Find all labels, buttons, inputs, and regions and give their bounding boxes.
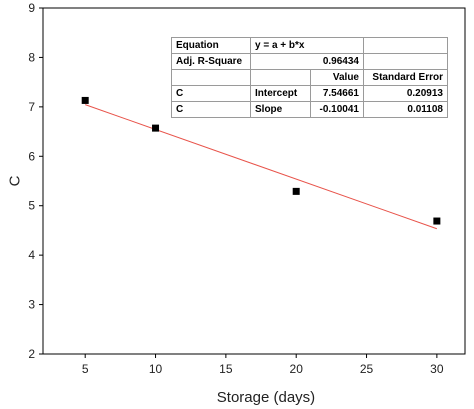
x-tick-label: 20 [290, 362, 304, 376]
fit-table-slope-row: C Slope -0.10041 0.01108 [171, 101, 448, 118]
data-points [81, 96, 441, 225]
row-series: C [171, 101, 251, 118]
y-tick-label: 3 [28, 298, 35, 312]
equation-value: y = a + b*x [250, 37, 364, 54]
y-tick-label: 9 [28, 1, 35, 15]
x-tick-label: 15 [219, 362, 233, 376]
empty-cell [363, 53, 448, 70]
equation-label: Equation [171, 37, 251, 54]
y-tick-label: 7 [28, 100, 35, 114]
plot-area-frame [42, 7, 466, 355]
data-point [81, 96, 89, 104]
header-standard-error: Standard Error [363, 69, 448, 86]
fit-table-equation-row: Equation y = a + b*x [171, 37, 448, 54]
y-axis-title: C [6, 175, 23, 186]
row-parameter: Slope [250, 101, 311, 118]
header-value: Value [310, 69, 364, 86]
data-point [433, 217, 441, 225]
y-tick-label: 4 [28, 248, 35, 262]
row-value: -0.10041 [310, 101, 364, 118]
row-value: 7.54661 [310, 85, 364, 102]
fit-results-table: Equation y = a + b*x Adj. R-Square 0.964… [171, 37, 448, 118]
data-point [152, 124, 160, 132]
x-tick-label: 25 [360, 362, 374, 376]
header-cell [171, 69, 251, 86]
header-cell [250, 69, 311, 86]
row-parameter: Intercept [250, 85, 311, 102]
data-point [292, 187, 300, 195]
y-tick-label: 5 [28, 199, 35, 213]
row-standard-error: 0.01108 [363, 101, 448, 118]
x-tick-label: 30 [430, 362, 444, 376]
y-tick-label: 8 [28, 50, 35, 64]
x-axis-title: Storage (days) [217, 389, 315, 406]
row-standard-error: 0.20913 [363, 85, 448, 102]
fit-table-header-row: Value Standard Error [171, 69, 448, 86]
y-tick-label: 6 [28, 149, 35, 163]
x-tick-label: 10 [149, 362, 163, 376]
adj-r-square-label: Adj. R-Square [171, 53, 251, 70]
empty-cell [363, 37, 448, 54]
row-series: C [171, 85, 251, 102]
y-axis: 2 3 4 5 6 7 8 9 [28, 1, 43, 361]
x-axis: 5 10 15 20 25 30 [82, 354, 444, 376]
fit-line [85, 104, 438, 230]
adj-r-square-value: 0.96434 [250, 53, 364, 70]
y-tick-label: 2 [28, 347, 35, 361]
fit-table-intercept-row: C Intercept 7.54661 0.20913 [171, 85, 448, 102]
x-tick-label: 5 [82, 362, 89, 376]
fit-table-r-square-row: Adj. R-Square 0.96434 [171, 53, 448, 70]
